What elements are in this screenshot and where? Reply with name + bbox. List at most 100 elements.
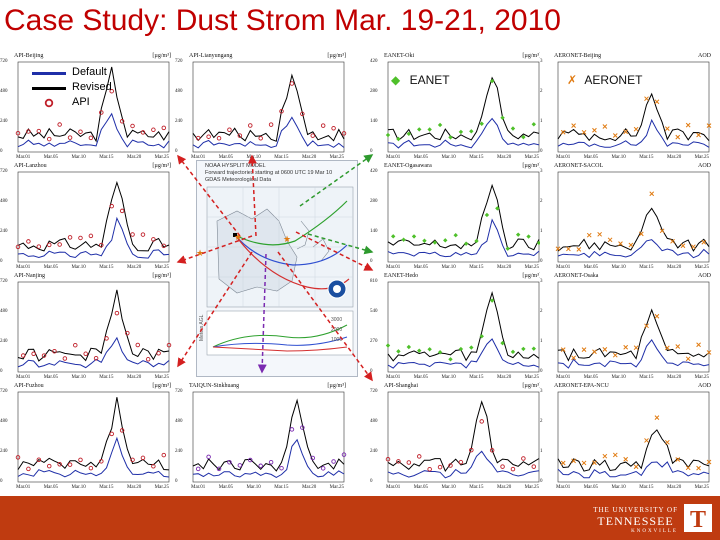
legend-default-label: Default bbox=[72, 66, 107, 78]
observation-marker bbox=[57, 462, 62, 467]
observation-marker bbox=[67, 135, 73, 140]
panel-unit: [µg/m³] bbox=[522, 163, 541, 169]
observation-marker bbox=[93, 356, 99, 361]
footer-bar: THE UNIVERSITY OF TENNESSEE KNOXVILLE T bbox=[0, 496, 720, 540]
observation-marker bbox=[57, 242, 62, 247]
plot-frame bbox=[387, 391, 540, 483]
panel-title: API-Nanjing bbox=[14, 273, 45, 279]
observation-marker bbox=[237, 133, 243, 138]
observation-marker bbox=[15, 130, 21, 136]
line-legend: Default Revised API bbox=[30, 66, 125, 114]
observation-marker bbox=[706, 350, 712, 355]
panel-plot bbox=[385, 61, 540, 153]
panel-title: API-Fuzhou bbox=[14, 383, 44, 389]
panel-unit: [µg/m³] bbox=[152, 383, 171, 389]
observation-marker bbox=[46, 242, 52, 248]
observation-marker bbox=[385, 456, 391, 462]
observation-marker bbox=[62, 356, 68, 361]
observation-marker bbox=[78, 129, 83, 134]
observation-marker bbox=[489, 448, 495, 453]
observation-marker bbox=[437, 464, 443, 470]
panel-plot bbox=[557, 281, 712, 373]
observation-marker bbox=[526, 234, 531, 239]
x-tick-label: Mar.25 bbox=[694, 485, 709, 490]
observation-marker bbox=[161, 125, 167, 131]
legend-api: API bbox=[30, 96, 125, 110]
plot-frame bbox=[17, 391, 170, 483]
observation-marker bbox=[67, 235, 73, 240]
observation-marker bbox=[566, 246, 571, 252]
observation-marker bbox=[109, 431, 114, 437]
y-tick-label: 720 bbox=[175, 59, 183, 64]
observation-marker bbox=[151, 464, 156, 469]
y-tick-label: 480 bbox=[370, 419, 378, 424]
y-tick-label: 810 bbox=[370, 279, 378, 284]
observation-marker bbox=[417, 348, 422, 353]
y-tick-label: 280 bbox=[370, 199, 378, 204]
observation-marker bbox=[510, 349, 516, 355]
panel-unit: AOD bbox=[698, 383, 711, 389]
panel-api-lanzhou: API-Lanzhou [µg/m³] 720 480 240 0 Mar.01 Mar.05… bbox=[0, 162, 175, 272]
x-tick-label: Mar.05 bbox=[218, 485, 234, 490]
panel-title: EANET-Hedo bbox=[384, 273, 419, 279]
x-tick-label: Mar.25 bbox=[694, 155, 709, 160]
x-tick-label: Mar.01 bbox=[16, 155, 31, 160]
x-tick-label: Mar.05 bbox=[413, 155, 429, 160]
observation-marker bbox=[479, 121, 484, 126]
observation-marker bbox=[592, 460, 597, 466]
x-tick-labels: Mar.01 Mar.05 Mar.10 Mar.15 Mar.20 Mar.25 bbox=[386, 485, 539, 492]
observation-marker bbox=[675, 344, 681, 349]
series-default-line bbox=[557, 339, 710, 369]
observation-marker bbox=[458, 346, 464, 352]
panel-plot bbox=[555, 171, 710, 263]
observation-marker bbox=[401, 237, 406, 242]
panel-plot bbox=[385, 281, 540, 373]
observation-marker bbox=[411, 234, 417, 239]
panel-unit: [µg/m³] bbox=[522, 53, 541, 59]
observation-marker bbox=[26, 129, 31, 134]
x-tick-label: Mar.10 bbox=[441, 485, 456, 490]
y-tick-label: 720 bbox=[175, 389, 183, 394]
observation-marker bbox=[680, 243, 686, 249]
observation-marker bbox=[696, 342, 701, 348]
series-default-line bbox=[17, 436, 170, 478]
legend-aeronet: ✗ AERONET bbox=[567, 73, 642, 87]
y-tick-label: 540 bbox=[370, 309, 378, 314]
observation-marker bbox=[427, 466, 432, 472]
y-tick-label: 0 bbox=[175, 479, 178, 484]
observation-marker bbox=[437, 122, 443, 128]
x-tick-label: Mar.10 bbox=[441, 375, 456, 380]
panel-api-fuzhou: API-Fuzhou [µg/m³] 720 480 240 0 Mar.01 Mar.05 M… bbox=[0, 382, 175, 492]
y-tick-label: 2 bbox=[540, 89, 543, 94]
y-tick-label: 0 bbox=[0, 479, 3, 484]
observation-marker bbox=[448, 135, 453, 140]
observation-marker bbox=[114, 310, 120, 316]
x-tick-label: Mar.01 bbox=[556, 265, 571, 270]
observation-marker bbox=[416, 454, 422, 459]
university-logo-icon: T bbox=[684, 504, 712, 532]
y-tick-label: 2 bbox=[540, 309, 543, 314]
y-tick-label: 0 bbox=[370, 369, 373, 374]
x-tick-label: Mar.25 bbox=[154, 375, 169, 380]
x-tick-label: Mar.15 bbox=[469, 375, 484, 380]
observation-marker bbox=[592, 127, 597, 133]
observation-marker bbox=[505, 246, 510, 251]
x-tick-label: Mar.05 bbox=[413, 485, 429, 490]
observation-marker bbox=[675, 134, 681, 140]
observation-marker bbox=[166, 342, 172, 348]
x-tick-labels: Mar.01 Mar.05 Mar.10 Mar.15 Mar.20 Mar.25 bbox=[16, 265, 169, 272]
observation-marker bbox=[696, 132, 701, 138]
observation-marker bbox=[675, 457, 681, 462]
x-tick-label: Mar.05 bbox=[413, 265, 429, 270]
observation-marker bbox=[581, 129, 587, 135]
observation-marker bbox=[521, 456, 526, 461]
x-tick-label: Mar.10 bbox=[441, 265, 456, 270]
observation-marker bbox=[119, 428, 125, 433]
observation-marker bbox=[644, 438, 649, 443]
observation-marker bbox=[406, 460, 412, 465]
x-tick-label: Mar.10 bbox=[441, 155, 456, 160]
observation-marker bbox=[216, 466, 222, 472]
panel-unit: AOD bbox=[698, 273, 711, 279]
observation-marker bbox=[463, 241, 469, 246]
y-tick-label: 2 bbox=[540, 419, 543, 424]
